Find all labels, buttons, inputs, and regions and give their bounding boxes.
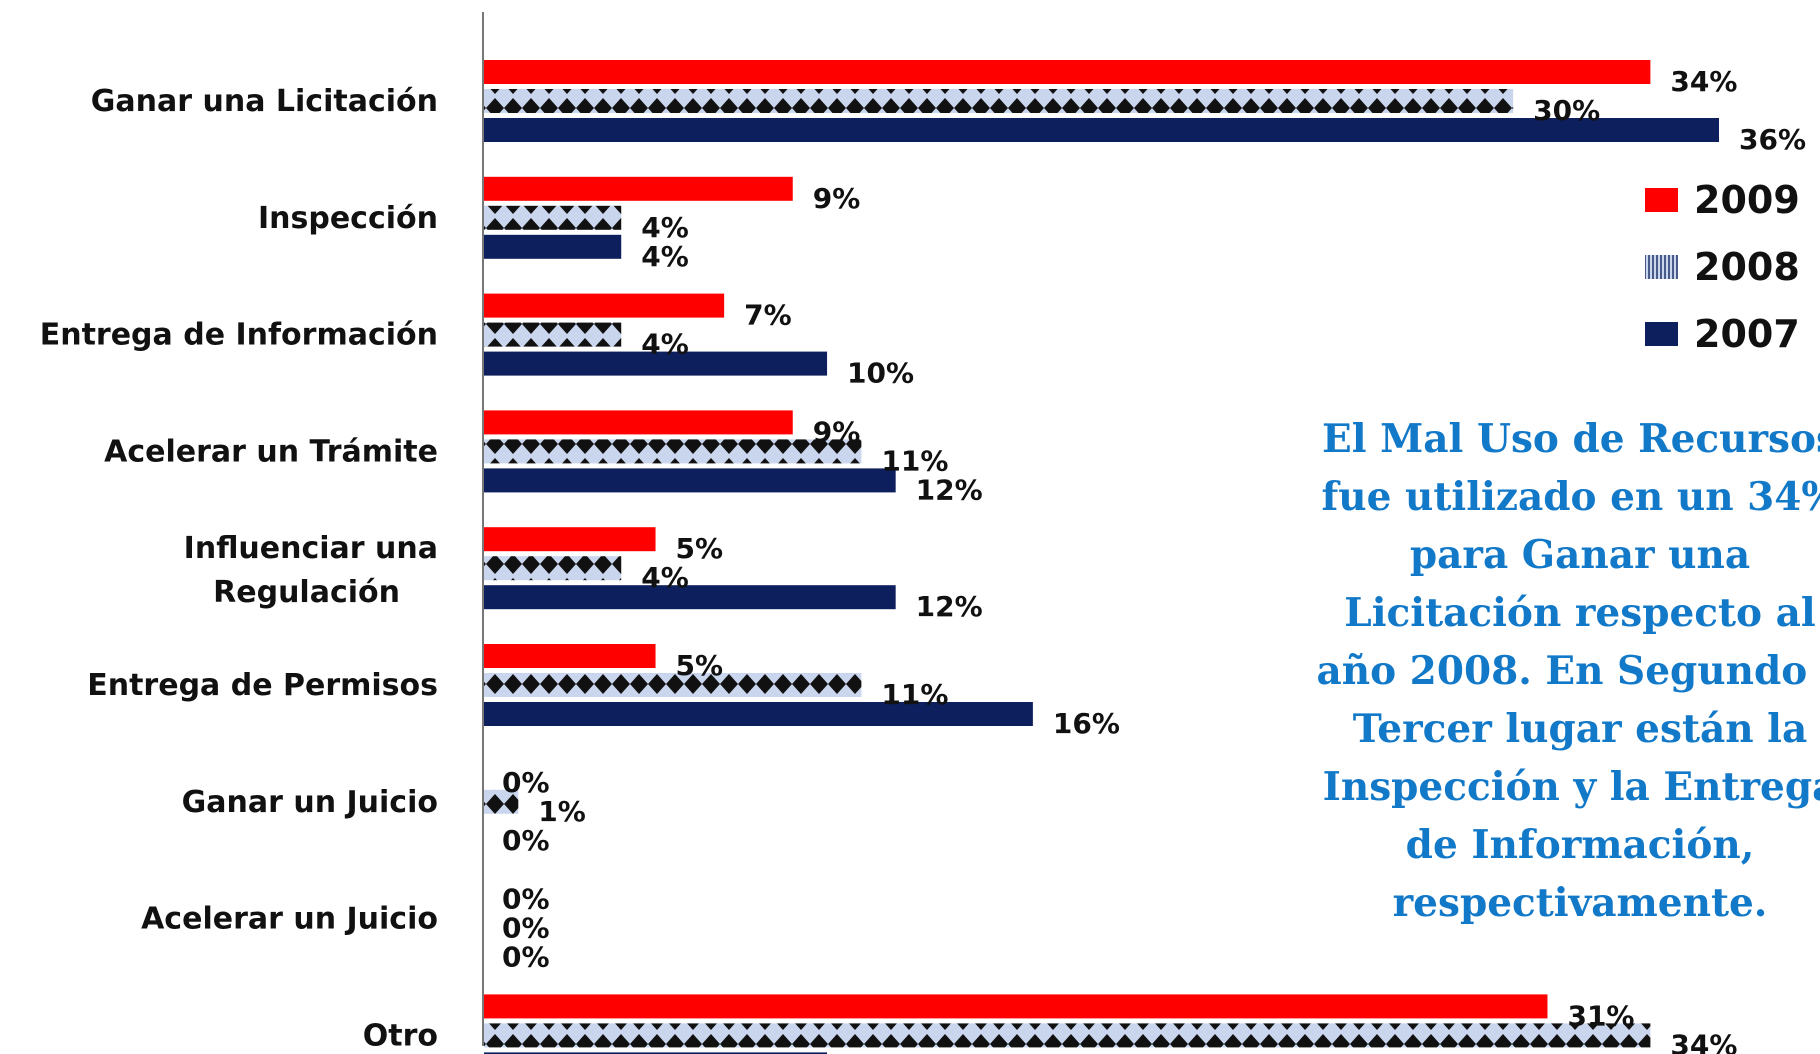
data-label-2009: 5% (676, 532, 724, 565)
data-label-2008: 30% (1533, 94, 1600, 127)
legend-label-2007: 2007 (1694, 312, 1800, 356)
bar-2008 (484, 789, 519, 814)
data-label-2008: 1% (538, 795, 586, 828)
legend-label-2009: 2009 (1694, 178, 1800, 222)
bar-2009 (484, 176, 793, 201)
data-label-2009: 0% (502, 766, 550, 799)
category-label: Acelerar un Trámite (104, 434, 438, 469)
category-label: Entrega de Permisos (87, 668, 438, 703)
data-label-2008: 11% (881, 678, 948, 711)
data-label-2008: 34% (1670, 1028, 1737, 1054)
bar-2008 (484, 556, 622, 581)
data-label-2009: 5% (676, 649, 724, 682)
bar-2007 (484, 585, 896, 610)
bar-2008 (484, 439, 862, 464)
data-label-2009: 34% (1670, 65, 1737, 98)
data-label-2007: 10% (847, 357, 914, 390)
legend-swatch-2009 (1645, 188, 1678, 212)
category-label: Ganar un Juicio (182, 785, 438, 820)
bar-2009 (484, 60, 1651, 84)
data-label-2009: 0% (502, 883, 550, 916)
category-label: Ganar una Licitación (91, 84, 438, 119)
data-label-2007: 12% (916, 590, 983, 623)
bar-2008 (484, 673, 862, 697)
category-label: Entrega de Información (40, 318, 438, 353)
bar-2007 (484, 702, 1033, 726)
bar-2007 (484, 118, 1719, 142)
data-label-2007: 12% (916, 473, 983, 506)
bar-2009 (484, 410, 793, 435)
data-label-2008: 4% (641, 211, 689, 244)
bar-2008 (484, 322, 622, 347)
bar-2007 (484, 1052, 828, 1054)
category-label: Influenciar una Regulación (184, 531, 438, 610)
data-label-2007: 0% (502, 941, 550, 974)
bar-2009 (484, 293, 725, 318)
data-label-2007: 0% (502, 824, 550, 857)
data-label-2008: 4% (641, 328, 689, 361)
data-label-2009: 9% (813, 415, 861, 448)
annotation-text: El Mal Uso de Recursos fue utilizado en … (1316, 416, 1820, 926)
bar-2007 (484, 234, 622, 259)
bar-2007 (484, 468, 896, 493)
data-label-2007: 16% (1053, 707, 1120, 740)
legend-swatch-2007 (1645, 322, 1678, 346)
bar-2009 (484, 527, 656, 552)
data-label-2009: 7% (744, 299, 792, 332)
bar-2008 (484, 205, 622, 230)
data-label-2007: 36% (1739, 123, 1806, 156)
data-label-2007: 4% (641, 240, 689, 273)
legend-swatch-2008 (1645, 255, 1678, 279)
bar-2008 (484, 89, 1514, 113)
category-label: Otro (363, 1018, 438, 1053)
data-label-2008: 4% (641, 561, 689, 594)
data-label-2009: 31% (1567, 999, 1634, 1032)
bar-2009 (484, 644, 656, 668)
data-label-2008: 11% (881, 444, 948, 477)
bar-2007 (484, 351, 828, 376)
category-label: Acelerar un Juicio (141, 902, 438, 937)
bar-2009 (484, 994, 1548, 1019)
legend: 2009 2008 2007 (1645, 178, 1800, 356)
bar-2008 (484, 1023, 1651, 1048)
legend-label-2008: 2008 (1694, 245, 1800, 289)
category-label: Inspección (258, 201, 438, 236)
data-label-2009: 9% (813, 182, 861, 215)
data-label-2008: 0% (502, 912, 550, 945)
